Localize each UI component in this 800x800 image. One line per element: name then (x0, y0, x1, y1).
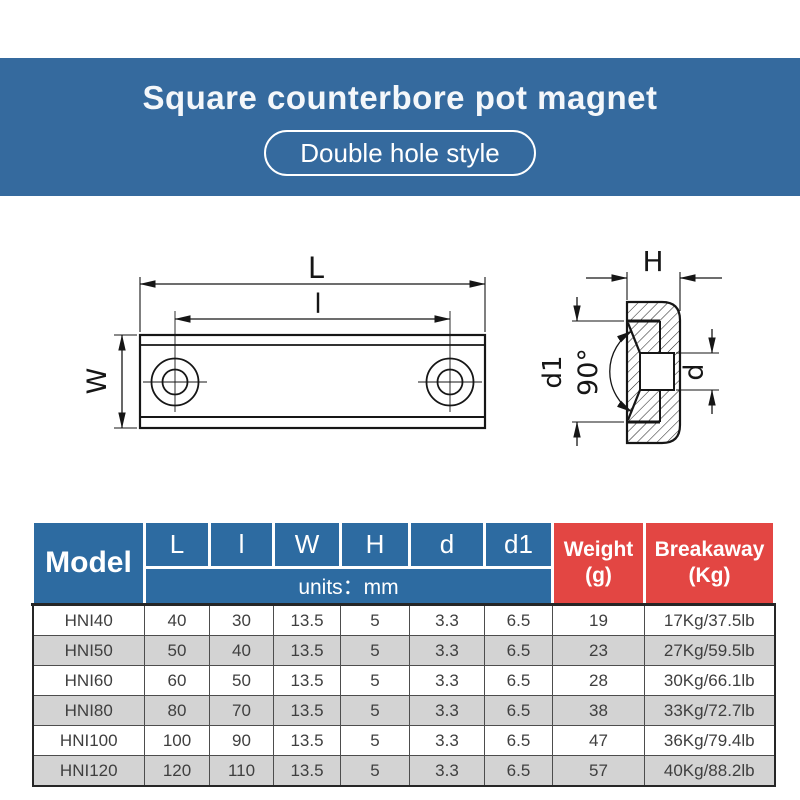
cell-value: 33Kg/72.7lb (644, 695, 776, 726)
dim-label-d1: d1 (538, 355, 568, 388)
cell-value: 13.5 (273, 635, 341, 666)
style-pill: Double hole style (264, 129, 536, 176)
dim-label-H: H (642, 245, 663, 278)
cell-value: 3.3 (409, 695, 485, 726)
col-header-L: L (143, 520, 211, 569)
table-row: HNI80 80 70 13.5 5 3.3 6.5 38 33Kg/72.7l… (31, 695, 776, 726)
weight-label: Weight (563, 538, 634, 561)
cell-value: 38 (552, 695, 645, 726)
cell-value: 28 (552, 665, 645, 696)
cell-value: 3.3 (409, 604, 485, 636)
cell-value: 5 (340, 725, 410, 756)
cell-value: 50 (144, 635, 210, 666)
section-view-drawing (572, 272, 722, 446)
cell-value: 13.5 (273, 695, 341, 726)
drawing-svg: L l W H d1 90° d (82, 245, 722, 446)
spec-table: Model L l W H d d1 Weight (g) Breakaway … (31, 520, 776, 787)
table-row: HNI60 60 50 13.5 5 3.3 6.5 28 30Kg/66.1l… (31, 665, 776, 696)
cell-value: 47 (552, 725, 645, 756)
cell-value: 19 (552, 604, 645, 636)
cell-value: 6.5 (484, 604, 553, 636)
cell-value: 120 (144, 755, 210, 787)
cell-value: 80 (144, 695, 210, 726)
breakaway-unit: (Kg) (688, 564, 731, 587)
cell-value: 27Kg/59.5lb (644, 635, 776, 666)
table-row: HNI40 40 30 13.5 5 3.3 6.5 19 17Kg/37.5l… (31, 604, 776, 636)
cell-value: 5 (340, 635, 410, 666)
cell-value: 40 (144, 604, 210, 636)
col-header-d1: d1 (483, 520, 554, 569)
banner: Square counterbore pot magnet Double hol… (0, 58, 800, 196)
col-header-breakaway: Breakaway (Kg) (643, 520, 776, 606)
top-view-drawing (114, 277, 487, 430)
table-row: HNI100 100 90 13.5 5 3.3 6.5 47 36Kg/79.… (31, 725, 776, 756)
cell-value: 110 (209, 755, 274, 787)
cell-value: 3.3 (409, 635, 485, 666)
cell-value: 5 (340, 695, 410, 726)
cell-value: 3.3 (409, 725, 485, 756)
weight-unit: (g) (585, 564, 612, 587)
cell-value: 40 (209, 635, 274, 666)
dim-label-L: L (308, 251, 324, 285)
cell-model: HNI120 (31, 755, 145, 787)
dim-label-angle: 90° (573, 348, 604, 396)
cell-value: 30Kg/66.1lb (644, 665, 776, 696)
cell-model: HNI80 (31, 695, 145, 726)
breakaway-label: Breakaway (654, 538, 765, 561)
cell-value: 5 (340, 604, 410, 636)
cell-value: 90 (209, 725, 274, 756)
cell-value: 60 (144, 665, 210, 696)
dim-label-l: l (314, 289, 322, 320)
col-header-model: Model (31, 520, 146, 606)
dim-label-W: W (82, 368, 113, 395)
col-header-H: H (339, 520, 411, 569)
cell-value: 57 (552, 755, 645, 787)
cell-model: HNI40 (31, 604, 145, 636)
cell-value: 40Kg/88.2lb (644, 755, 776, 787)
units-header: units：mm (143, 566, 554, 606)
cell-value: 36Kg/79.4lb (644, 725, 776, 756)
cell-value: 13.5 (273, 665, 341, 696)
cell-value: 6.5 (484, 755, 553, 787)
col-header-l: l (208, 520, 275, 569)
table-row: HNI120 120 110 13.5 5 3.3 6.5 57 40Kg/88… (31, 755, 776, 787)
col-header-weight: Weight (g) (551, 520, 646, 606)
cell-value: 50 (209, 665, 274, 696)
technical-drawing: L l W H d1 90° d (0, 196, 800, 510)
cell-value: 100 (144, 725, 210, 756)
table-row: HNI50 50 40 13.5 5 3.3 6.5 23 27Kg/59.5l… (31, 635, 776, 666)
dim-label-d: d (679, 363, 710, 380)
cell-value: 6.5 (484, 665, 553, 696)
cell-model: HNI60 (31, 665, 145, 696)
cell-value: 13.5 (273, 755, 341, 787)
cell-value: 13.5 (273, 604, 341, 636)
cell-value: 6.5 (484, 695, 553, 726)
cell-model: HNI100 (31, 725, 145, 756)
cell-value: 3.3 (409, 665, 485, 696)
cell-value: 17Kg/37.5lb (644, 604, 776, 636)
cell-value: 3.3 (409, 755, 485, 787)
cell-value: 6.5 (484, 725, 553, 756)
cell-value: 13.5 (273, 725, 341, 756)
cell-value: 30 (209, 604, 274, 636)
cell-value: 5 (340, 665, 410, 696)
page-title: Square counterbore pot magnet (142, 78, 658, 116)
cell-value: 70 (209, 695, 274, 726)
cell-value: 5 (340, 755, 410, 787)
cell-value: 23 (552, 635, 645, 666)
cell-model: HNI50 (31, 635, 145, 666)
cell-value: 6.5 (484, 635, 553, 666)
col-header-d: d (408, 520, 486, 569)
col-header-W: W (272, 520, 342, 569)
